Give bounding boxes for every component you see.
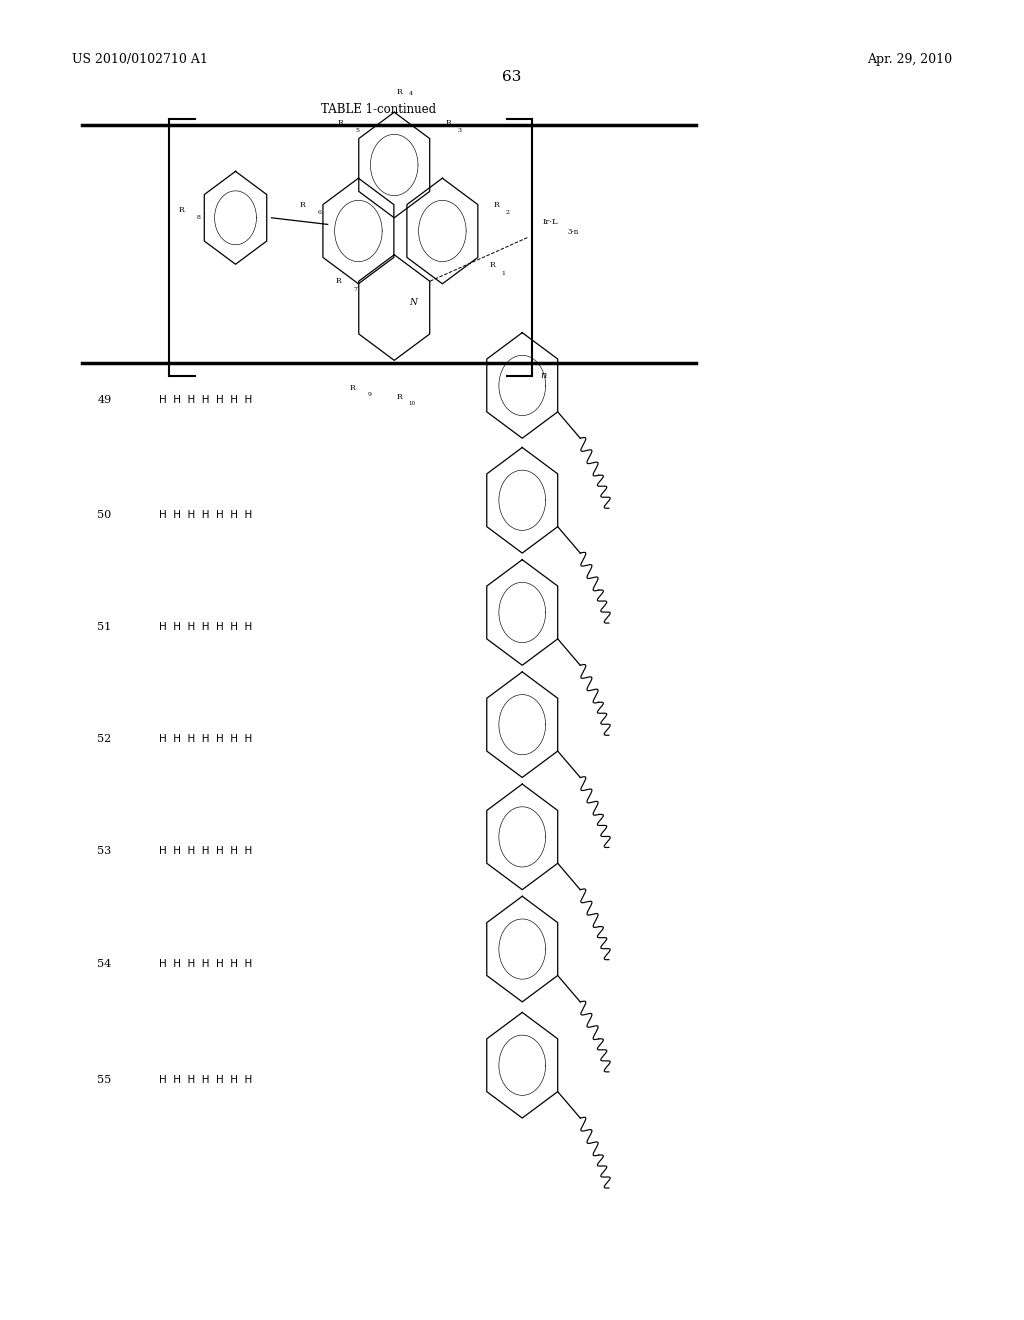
Text: H  H  H  H  H  H  H: H H H H H H H xyxy=(159,1074,252,1085)
Text: 51: 51 xyxy=(97,622,112,632)
Text: R: R xyxy=(489,261,496,269)
Text: R: R xyxy=(396,88,402,96)
Text: 50: 50 xyxy=(97,510,112,520)
Text: 5: 5 xyxy=(355,128,359,133)
Text: R: R xyxy=(335,277,341,285)
Text: 9: 9 xyxy=(368,392,372,397)
Text: n: n xyxy=(541,371,547,380)
Text: H  H  H  H  H  H  H: H H H H H H H xyxy=(159,510,252,520)
Text: H  H  H  H  H  H  H: H H H H H H H xyxy=(159,958,252,969)
Text: H  H  H  H  H  H  H: H H H H H H H xyxy=(159,734,252,744)
Text: R: R xyxy=(337,119,343,127)
Text: R: R xyxy=(178,206,184,214)
Text: 55: 55 xyxy=(97,1074,112,1085)
Text: 52: 52 xyxy=(97,734,112,744)
Text: R: R xyxy=(445,119,452,127)
Text: 63: 63 xyxy=(503,70,521,83)
Text: R: R xyxy=(494,201,500,209)
Text: 4: 4 xyxy=(409,91,413,96)
Text: 2: 2 xyxy=(506,210,510,215)
Text: 10: 10 xyxy=(409,401,416,407)
Text: TABLE 1-continued: TABLE 1-continued xyxy=(322,103,436,116)
Text: 6: 6 xyxy=(317,210,322,215)
Text: 3-n: 3-n xyxy=(567,228,579,236)
Text: 1: 1 xyxy=(502,271,506,276)
Text: H  H  H  H  H  H  H: H H H H H H H xyxy=(159,846,252,857)
Text: R: R xyxy=(349,384,355,392)
Text: US 2010/0102710 A1: US 2010/0102710 A1 xyxy=(72,53,208,66)
Text: R: R xyxy=(396,393,402,401)
Text: 53: 53 xyxy=(97,846,112,857)
Text: 7: 7 xyxy=(353,286,357,292)
Text: H  H  H  H  H  H  H: H H H H H H H xyxy=(159,622,252,632)
Text: Apr. 29, 2010: Apr. 29, 2010 xyxy=(867,53,952,66)
Text: 8: 8 xyxy=(197,215,201,220)
Text: R: R xyxy=(299,201,305,209)
Text: 54: 54 xyxy=(97,958,112,969)
Text: 3: 3 xyxy=(458,128,462,133)
Text: Ir·L: Ir·L xyxy=(543,218,558,226)
Text: N: N xyxy=(409,298,417,306)
Text: H  H  H  H  H  H  H: H H H H H H H xyxy=(159,395,252,405)
Text: 49: 49 xyxy=(97,395,112,405)
